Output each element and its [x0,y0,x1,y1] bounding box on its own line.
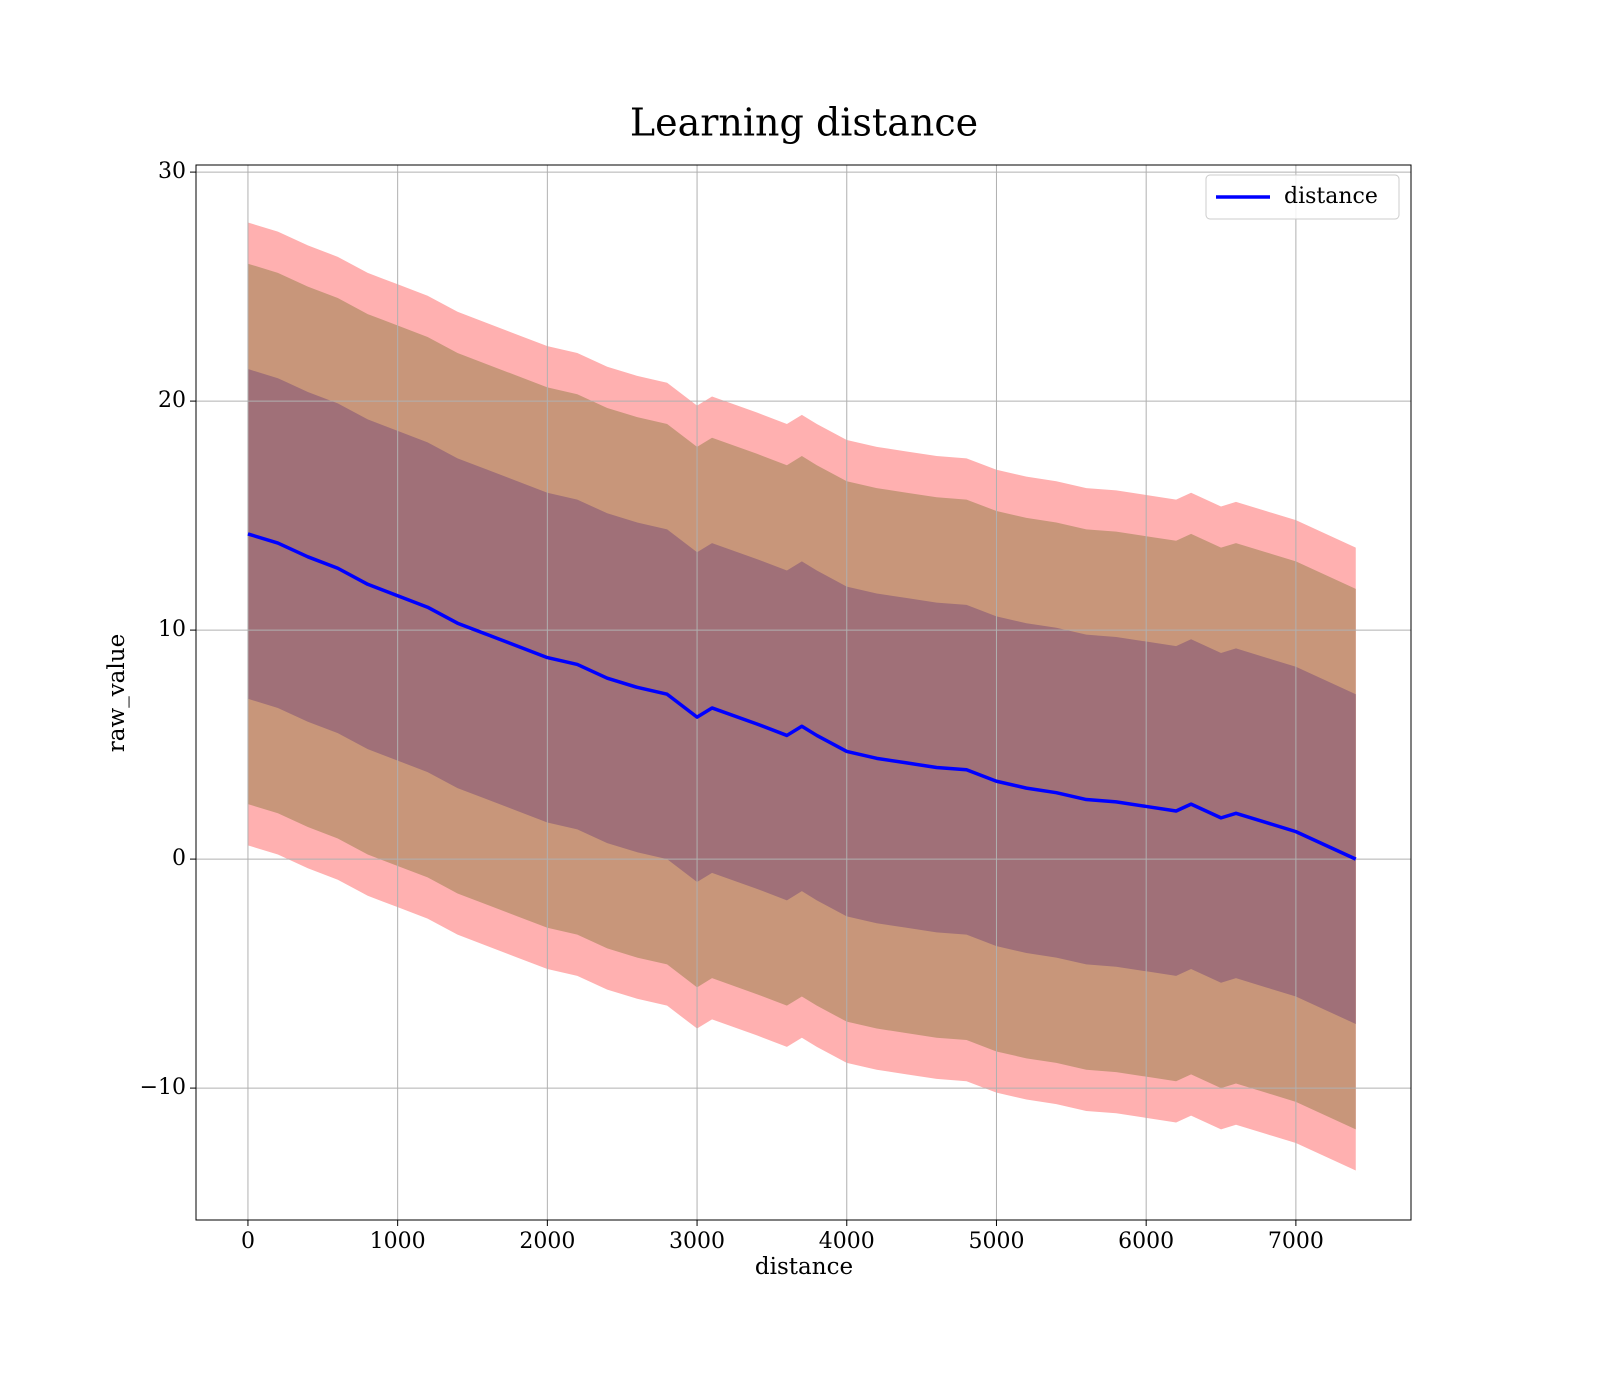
y-tick-label: 10 [158,617,186,642]
line [247,532,1357,861]
legend-label: distance [1284,184,1378,209]
x-tick-label: 3000 [669,1229,725,1254]
band [247,369,1356,1024]
x-tick-label: 4000 [819,1229,875,1254]
chart-title: Learning distance [630,101,978,145]
y-tick-label: 0 [172,846,186,871]
plot-frame [195,164,1412,1221]
y-tick-label: 20 [158,388,186,413]
x-tick-label: 7000 [1268,1229,1324,1254]
y-tick-label: 30 [158,159,186,184]
x-tick-label: 0 [241,1229,255,1254]
x-tick-label: 1000 [370,1229,426,1254]
x-tick-label: 6000 [1118,1229,1174,1254]
x-tick-label: 2000 [519,1229,575,1254]
y-tick-label: −10 [140,1075,186,1100]
x-axis-label: distance [755,1254,853,1280]
x-tick-label: 5000 [968,1229,1024,1254]
legend-box [1205,174,1400,220]
y-axis-label: raw_value [104,634,130,752]
